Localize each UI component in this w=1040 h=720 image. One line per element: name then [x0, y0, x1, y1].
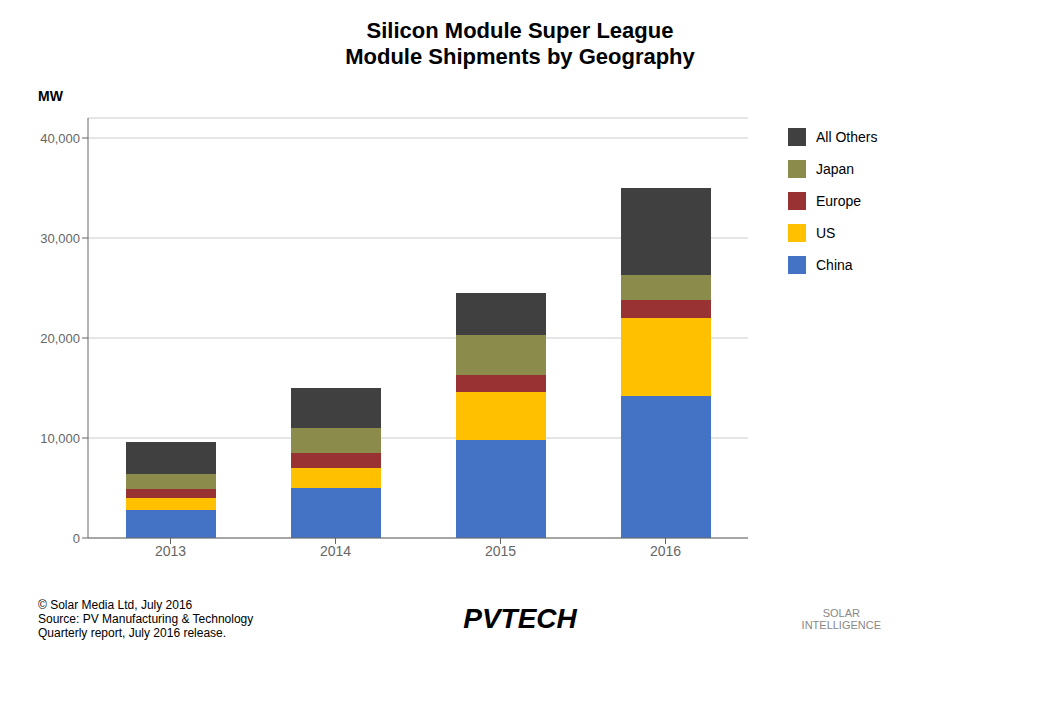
- svg-text:2014: 2014: [320, 543, 351, 559]
- html-text:All Others: All Others: [816, 129, 878, 145]
- svg-text:2016: 2016: [650, 543, 681, 559]
- svg-text:2015: 2015: [485, 543, 516, 559]
- html-text:Silicon Module Super League Mo: Silicon Module Super League Module Shipm…: [345, 18, 695, 69]
- svg-text:20,000: 20,000: [40, 331, 80, 346]
- html-text:US: US: [816, 225, 836, 241]
- svg-text:40,000: 40,000: [40, 131, 80, 146]
- svg-text:30,000: 30,000: [40, 231, 80, 246]
- html-text:China: China: [816, 257, 853, 273]
- svg-text:2013: 2013: [155, 543, 186, 559]
- svg-text:0: 0: [73, 531, 80, 546]
- html-text:Japan: Japan: [816, 161, 855, 177]
- html-text:MW: MW: [38, 88, 63, 104]
- svg-text:10,000: 10,000: [40, 431, 80, 446]
- html-text:© Solar Media Ltd, July 2016 S: © Solar Media Ltd, July 2016 Source: PV …: [38, 598, 254, 640]
- html-text:SOLAR INTELLIGENCE: SOLAR INTELLIGENCE: [801, 607, 881, 631]
- html-text:Europe: Europe: [816, 193, 862, 209]
- html-text:PVTECH: PVTECH: [463, 603, 577, 634]
